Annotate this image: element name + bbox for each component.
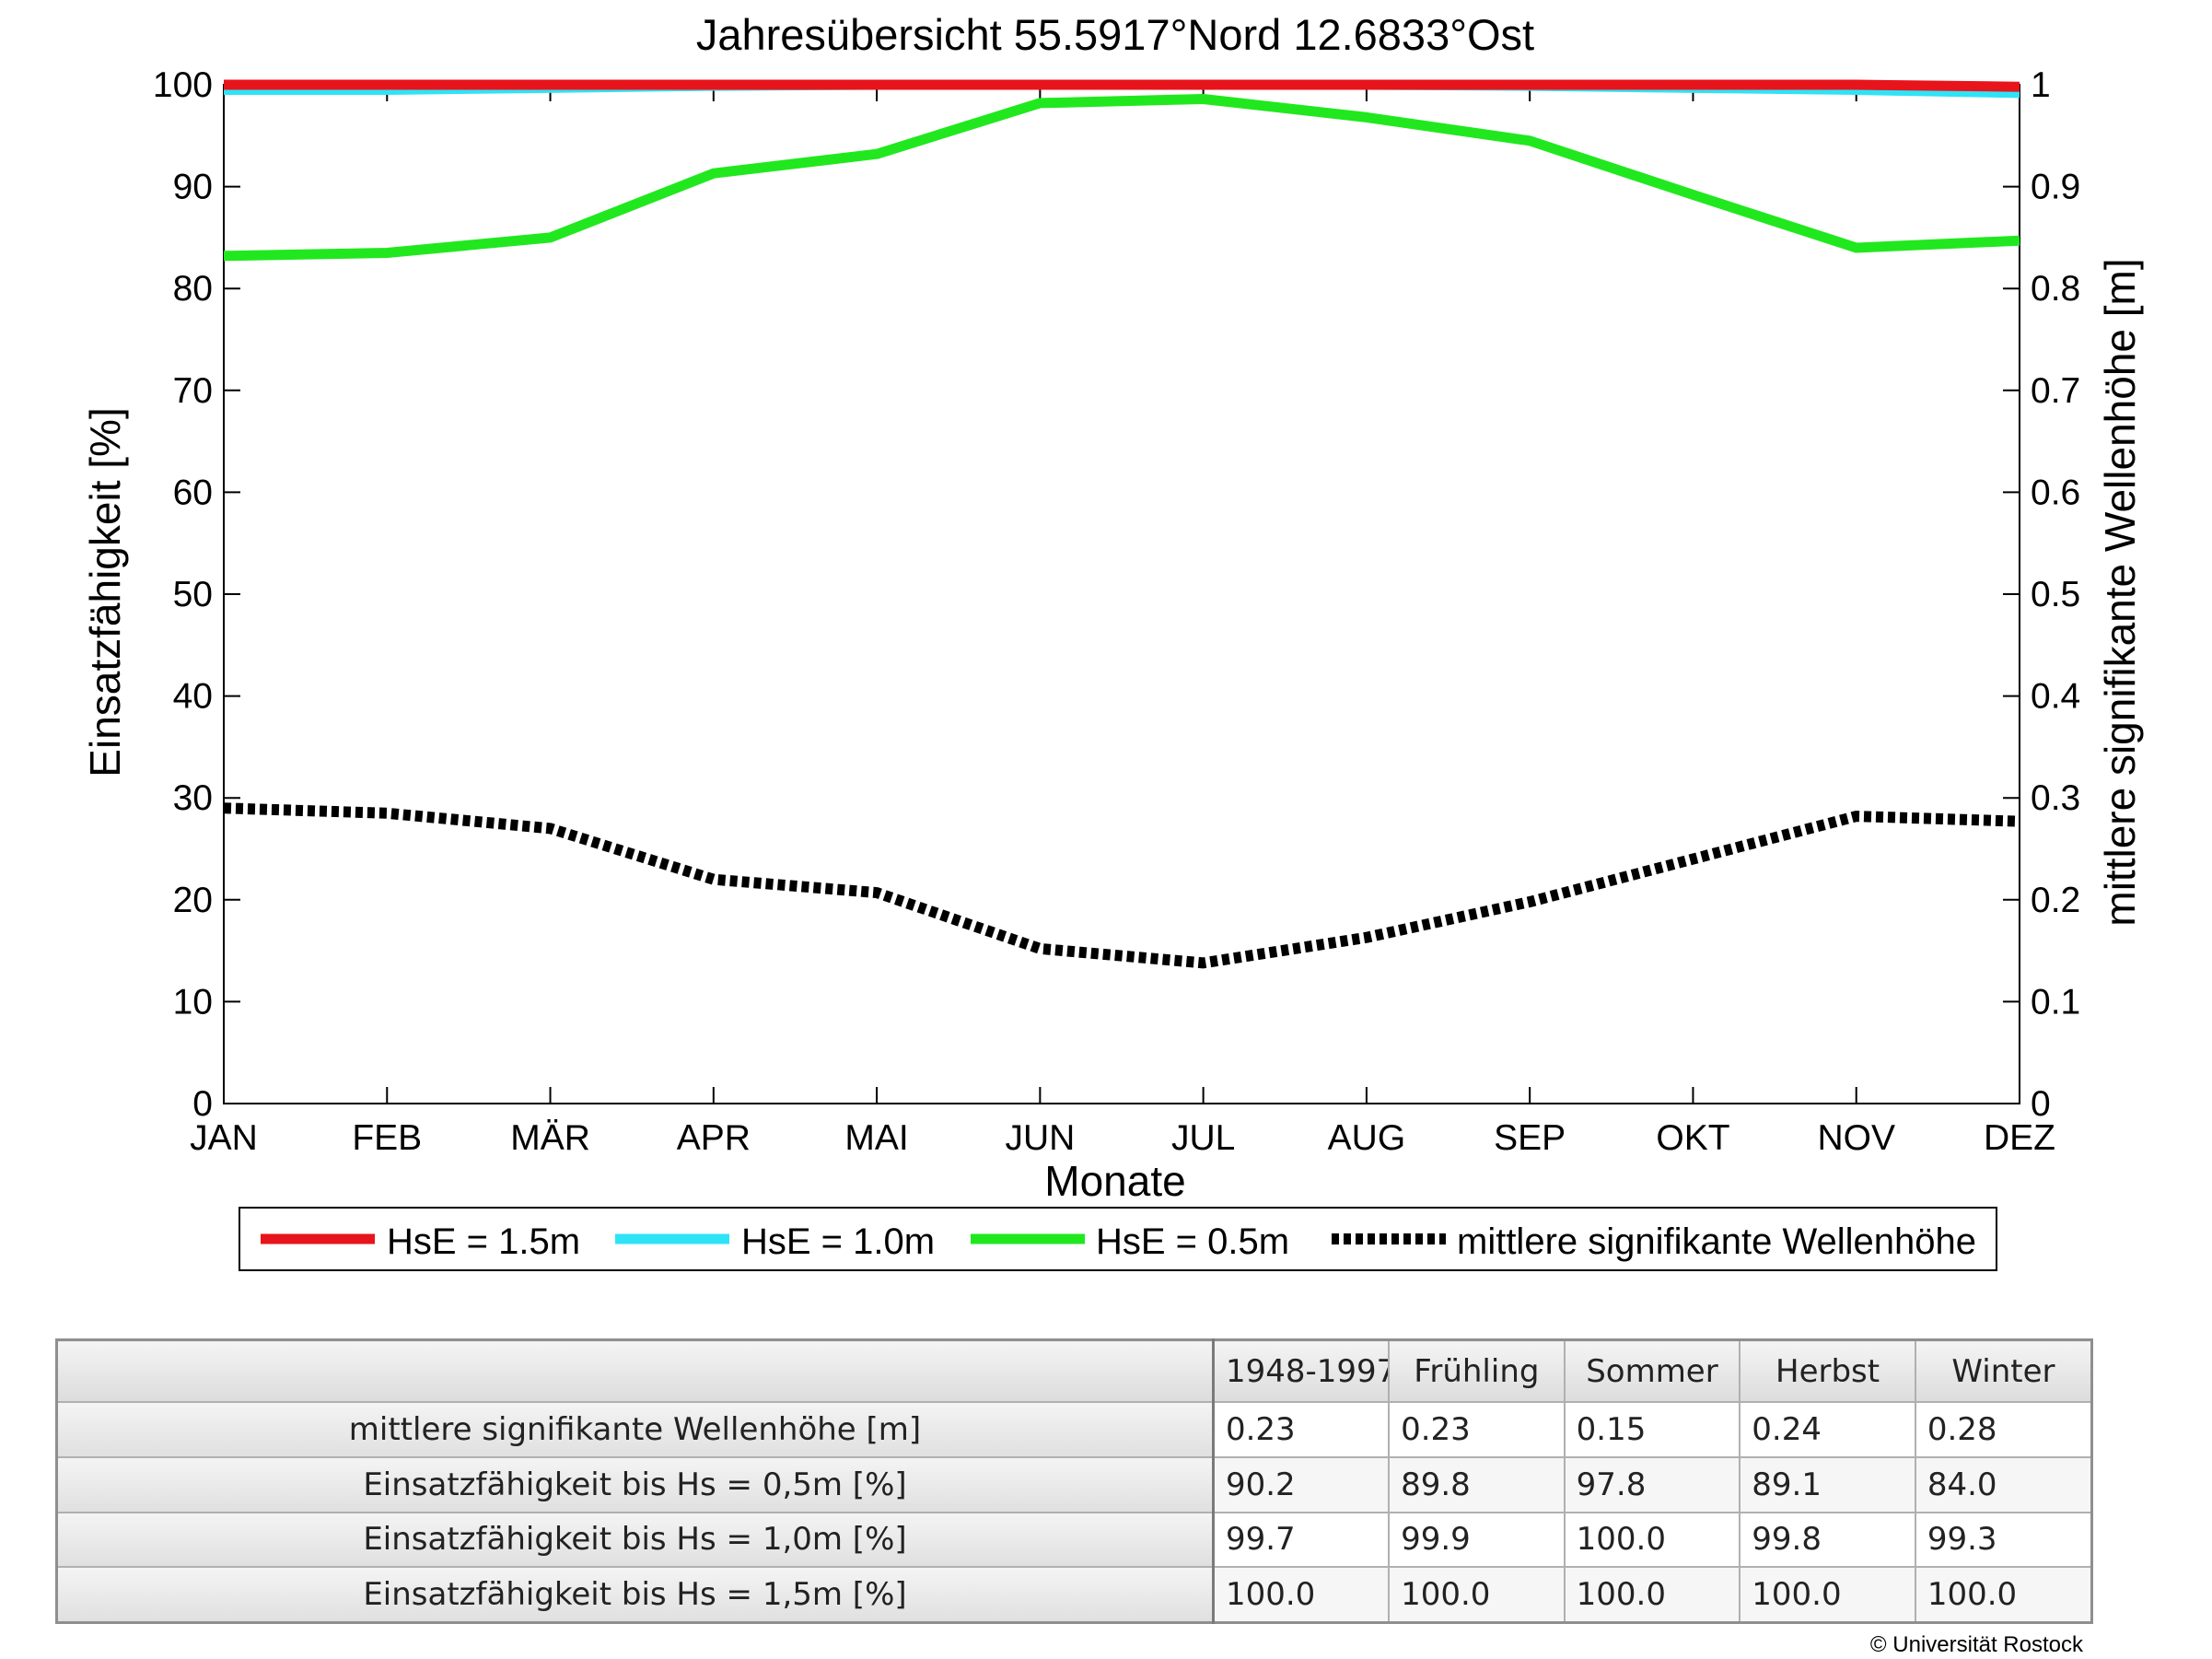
table-cell: 99.8	[1739, 1511, 1916, 1569]
left-tick-label: 60	[173, 473, 213, 512]
table-cell: 99.7	[1212, 1511, 1391, 1569]
table-header-cell: Frühling	[1388, 1338, 1566, 1404]
table-cell: 84.0	[1914, 1455, 2093, 1513]
table-row-label: Einsatzfähigkeit bis Hs = 1,0m [%]	[55, 1511, 1215, 1569]
right-tick-label: 0.8	[2031, 269, 2080, 309]
copyright-notice: © Universität Rostock	[1869, 1632, 2083, 1657]
x-axis-label: Monate	[1044, 1157, 1185, 1205]
legend-box	[239, 1207, 1997, 1271]
x-tick-label: FEB	[352, 1118, 422, 1158]
table-cell: 89.1	[1739, 1455, 1916, 1513]
right-tick-label: 1	[2031, 65, 2051, 105]
table-row: Einsatzfähigkeit bis Hs = 0,5m [%] 90.2 …	[55, 1455, 2093, 1513]
left-axis: 0 10 20 30 40 50 60 70 80 90 100	[153, 65, 240, 1124]
x-tick-label: DEZ	[1984, 1118, 2055, 1158]
legend: HsE = 1.5m HsE = 1.0m HsE = 0.5m mittlere s…	[239, 1207, 1997, 1271]
left-tick-label: 40	[173, 677, 213, 717]
table-cell: 0.15	[1563, 1401, 1741, 1458]
right-tick-label: 0.1	[2031, 982, 2080, 1022]
left-tick-label: 70	[173, 371, 213, 411]
x-tick-label: AUG	[1328, 1118, 1406, 1158]
right-tick-label: 0.6	[2031, 473, 2080, 512]
table-header-cell: Sommer	[1563, 1338, 1741, 1404]
right-tick-label: 0.3	[2031, 778, 2080, 818]
legend-label: HsE = 0.5m	[1096, 1221, 1289, 1262]
table-cell: 97.8	[1563, 1455, 1741, 1513]
right-tick-label: 0	[2031, 1084, 2051, 1124]
table-cell: 0.23	[1212, 1401, 1391, 1458]
table-header-cell: Herbst	[1739, 1338, 1916, 1404]
x-tick-label: JUL	[1171, 1118, 1235, 1158]
table-row: mittlere signifikante Wellenhöhe [m] 0.2…	[55, 1401, 2093, 1458]
table-cell: 99.3	[1914, 1511, 2093, 1569]
x-tick-label: JUN	[1005, 1118, 1075, 1158]
table-header-row: 1948-1997 Frühling Sommer Herbst Winter	[55, 1338, 2093, 1404]
table-cell: 100.0	[1914, 1566, 2093, 1624]
table-cell: 100.0	[1563, 1511, 1741, 1569]
table-cell: 100.0	[1212, 1566, 1391, 1624]
table-header-cell: 1948-1997	[1212, 1338, 1391, 1404]
table-cell: 0.28	[1914, 1401, 2093, 1458]
left-tick-label: 20	[173, 881, 213, 920]
table-header-cell: Winter	[1914, 1338, 2093, 1404]
table-cell: 0.23	[1388, 1401, 1566, 1458]
x-tick-label: MÄR	[510, 1118, 590, 1158]
annual-overview-chart: Jahresübersicht 55.5917°Nord 12.6833°Ost…	[81, 10, 2144, 1271]
table-row: Einsatzfähigkeit bis Hs = 1,5m [%] 100.0…	[55, 1566, 2093, 1624]
series-line-mittlere-signifikante-wellenh-he	[223, 802, 2020, 969]
legend-label: HsE = 1.5m	[387, 1221, 580, 1262]
legend-label: HsE = 1.0m	[741, 1221, 935, 1262]
x-tick-label: OKT	[1656, 1118, 1729, 1158]
right-tick-label: 0.7	[2031, 371, 2080, 411]
x-tick-label: APR	[677, 1118, 751, 1158]
table-cell: 0.24	[1739, 1401, 1916, 1458]
left-axis-label: Einsatzfähigkeit [%]	[81, 407, 129, 777]
right-tick-label: 0.9	[2031, 168, 2080, 207]
right-axis: 0 0.1 0.2 0.3 0.4 0.5 0.6 0.7 0.8 0.9 1	[2003, 65, 2080, 1124]
chart-title: Jahresübersicht 55.5917°Nord 12.6833°Ost	[696, 10, 1534, 59]
table-row-label: Einsatzfähigkeit bis Hs = 1,5m [%]	[55, 1566, 1215, 1624]
left-tick-label: 0	[192, 1084, 213, 1124]
left-tick-label: 80	[173, 269, 213, 309]
x-tick-label: SEP	[1494, 1118, 1566, 1158]
table-cell: 100.0	[1563, 1566, 1741, 1624]
x-axis: JAN FEB MÄR APR MAI JUN JUL AUG SEP OKT NOV DEZ	[190, 85, 2055, 1158]
x-tick-label: JAN	[190, 1118, 258, 1158]
series-line-hse-1-5m	[224, 79, 2020, 92]
x-tick-label: MAI	[844, 1118, 908, 1158]
table-cell: 90.2	[1212, 1455, 1391, 1513]
left-tick-label: 90	[173, 168, 213, 207]
series-line-hse-0-5m	[223, 93, 2020, 262]
table-cell: 89.8	[1388, 1455, 1566, 1513]
table-corner-cell	[55, 1338, 1215, 1404]
right-tick-label: 0.5	[2031, 575, 2080, 614]
right-tick-label: 0.4	[2031, 677, 2080, 717]
table-cell: 100.0	[1739, 1566, 1916, 1624]
table-row: Einsatzfähigkeit bis Hs = 1,0m [%] 99.7 …	[55, 1511, 2093, 1569]
table-row-label: Einsatzfähigkeit bis Hs = 0,5m [%]	[55, 1455, 1215, 1513]
x-tick-label: NOV	[1817, 1118, 1895, 1158]
table-cell: 100.0	[1388, 1566, 1566, 1624]
legend-label: mittlere signifikante Wellenhöhe	[1457, 1221, 1976, 1262]
summary-table: 1948-1997 Frühling Sommer Herbst Winter …	[55, 1338, 2093, 1624]
table-cell: 99.9	[1388, 1511, 1566, 1569]
series-lines	[223, 79, 2020, 969]
left-tick-label: 30	[173, 778, 213, 818]
right-tick-label: 0.2	[2031, 881, 2080, 920]
right-axis-label: mittlere signifikante Wellenhöhe [m]	[2096, 258, 2144, 926]
left-tick-label: 10	[173, 982, 213, 1022]
left-tick-label: 50	[173, 575, 213, 614]
table-row-label: mittlere signifikante Wellenhöhe [m]	[55, 1401, 1215, 1458]
left-tick-label: 100	[153, 65, 213, 105]
